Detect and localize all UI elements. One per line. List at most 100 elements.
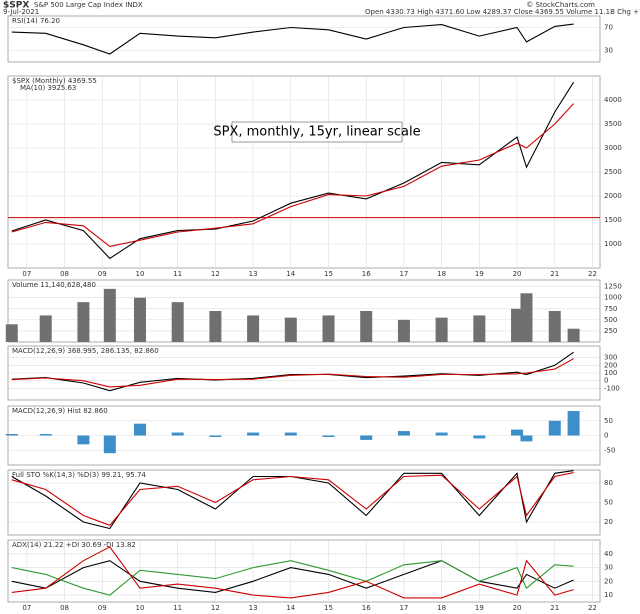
y-tick-label: 1250 — [604, 283, 622, 291]
x-tick-label: 15 — [324, 270, 333, 278]
x-tick-label: 14 — [286, 270, 295, 278]
y-tick-label: 50 — [604, 417, 613, 425]
x-tick-label: 19 — [475, 604, 484, 612]
bar — [473, 315, 486, 342]
quote: Open 4330.73 High 4371.60 Low 4289.37 Cl… — [365, 8, 640, 16]
y-tick-label: 80 — [604, 479, 613, 487]
x-tick-label: 12 — [211, 270, 220, 278]
y-tick-label: 100 — [604, 369, 617, 377]
bar — [284, 432, 297, 436]
bar — [520, 435, 533, 442]
bar — [567, 328, 580, 342]
bar — [435, 317, 448, 342]
bar — [133, 297, 146, 342]
series-line — [11, 472, 574, 526]
bar — [284, 317, 297, 342]
panel-label: RSI(14) 76.20 — [12, 17, 60, 25]
bar — [567, 411, 580, 436]
bar — [360, 311, 373, 342]
y-tick-label: 300 — [604, 354, 617, 362]
panel-label: MACD(12,26,9) Hist 82.860 — [12, 407, 108, 415]
series-line — [11, 23, 574, 55]
y-tick-label: 250 — [604, 327, 617, 335]
x-tick-label: 09 — [98, 604, 107, 612]
y-tick-label: 30 — [604, 47, 613, 55]
x-tick-label: 15 — [324, 604, 333, 612]
y-tick-label: 1000 — [604, 240, 622, 248]
bar — [5, 434, 18, 436]
y-tick-label: 50 — [604, 499, 613, 507]
x-tick-label: 17 — [399, 270, 408, 278]
y-tick-label: 500 — [604, 316, 617, 324]
bar — [397, 319, 410, 342]
x-tick-label: 19 — [475, 270, 484, 278]
symbol: $SPX — [3, 1, 29, 11]
x-tick-label: 17 — [399, 604, 408, 612]
bar — [77, 435, 90, 445]
bar — [511, 308, 524, 342]
y-tick-label: 3000 — [604, 144, 622, 152]
y-tick-label: 20 — [604, 518, 613, 526]
date: 9-Jul-2021 — [3, 8, 39, 16]
y-tick-label: 750 — [604, 305, 617, 313]
y-tick-label: 20 — [604, 577, 613, 585]
x-tick-label: 10 — [136, 604, 145, 612]
annotation-box — [231, 121, 403, 143]
bar — [77, 302, 90, 342]
bar — [247, 432, 260, 436]
x-tick-label: 08 — [60, 270, 69, 278]
panel-label: $SPX (Monthly) 4369.55 — [12, 77, 97, 85]
bar — [322, 435, 335, 437]
x-tick-label: 09 — [98, 270, 107, 278]
x-tick-label: 13 — [249, 270, 258, 278]
y-tick-label: 200 — [604, 361, 617, 369]
x-tick-label: 18 — [437, 270, 446, 278]
y-tick-label: -100 — [604, 384, 620, 392]
bar — [171, 302, 184, 342]
y-tick-label: 0 — [604, 377, 608, 385]
series-line — [11, 546, 574, 599]
y-tick-label: 2500 — [604, 168, 622, 176]
series-line — [11, 560, 574, 593]
y-tick-label: -50 — [604, 446, 615, 454]
panel-label: MACD(12,26,9) 368.995, 286.135, 82.860 — [12, 347, 159, 355]
y-tick-label: 70 — [604, 24, 613, 32]
x-tick-label: 22 — [588, 604, 597, 612]
y-tick-label: 40 — [604, 550, 613, 558]
x-tick-label: 12 — [211, 604, 220, 612]
x-tick-label: 21 — [550, 270, 559, 278]
legend-entry: MA(10) 3925.63 — [20, 84, 76, 92]
x-tick-label: 18 — [437, 604, 446, 612]
x-tick-label: 14 — [286, 604, 295, 612]
x-tick-label: 11 — [173, 270, 182, 278]
panel-label: Volume 11,140,628,480 — [12, 281, 96, 289]
x-tick-label: 16 — [362, 270, 371, 278]
y-tick-label: 10 — [604, 591, 613, 599]
y-tick-label: 3500 — [604, 120, 622, 128]
bar — [360, 435, 373, 440]
x-tick-label: 22 — [588, 270, 597, 278]
bar — [103, 288, 116, 342]
x-tick-label: 20 — [513, 604, 522, 612]
x-tick-label: 20 — [513, 270, 522, 278]
bar — [103, 435, 116, 454]
panel — [7, 539, 601, 603]
y-tick-label: 30 — [604, 564, 613, 572]
x-tick-label: 13 — [249, 604, 258, 612]
series-line — [11, 81, 575, 260]
series-line — [11, 103, 575, 247]
y-tick-label: 4000 — [604, 96, 622, 104]
panel-label: Full STO %K(14,3) %D(3) 99.21, 95.74 — [12, 471, 146, 479]
x-tick-label: 07 — [22, 604, 31, 612]
x-tick-label: 16 — [362, 604, 371, 612]
bar — [548, 311, 561, 342]
bar — [473, 435, 486, 439]
bar — [39, 434, 52, 436]
x-tick-label: 11 — [173, 604, 182, 612]
panel — [7, 15, 601, 63]
x-tick-label: 10 — [136, 270, 145, 278]
bar — [322, 315, 335, 342]
panel-label: ADX(14) 21.22 +DI 30.69 -DI 13.82 — [12, 541, 136, 549]
bar — [171, 432, 184, 436]
